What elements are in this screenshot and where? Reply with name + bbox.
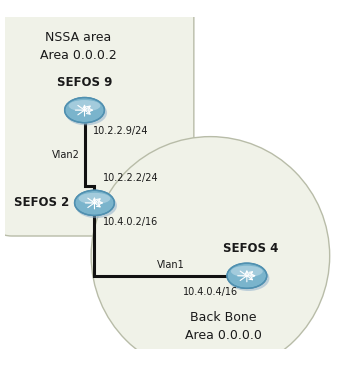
Text: SEFOS 2: SEFOS 2 <box>14 197 70 209</box>
Text: 10.2.2.2/24: 10.2.2.2/24 <box>103 173 158 183</box>
Ellipse shape <box>227 266 269 291</box>
Ellipse shape <box>65 100 107 126</box>
Text: 10.4.0.4/16: 10.4.0.4/16 <box>183 287 239 297</box>
Text: Back Bone
Area 0.0.0.0: Back Bone Area 0.0.0.0 <box>185 311 262 342</box>
Ellipse shape <box>79 193 110 204</box>
Text: Vlan1: Vlan1 <box>157 260 185 270</box>
Text: NSSA area
Area 0.0.0.2: NSSA area Area 0.0.0.2 <box>39 31 116 61</box>
Circle shape <box>91 137 330 366</box>
FancyBboxPatch shape <box>0 0 194 236</box>
Ellipse shape <box>231 266 263 277</box>
Ellipse shape <box>65 97 104 123</box>
Ellipse shape <box>69 100 100 111</box>
Text: Vlan2: Vlan2 <box>52 149 80 160</box>
Ellipse shape <box>75 193 117 218</box>
Text: 10.2.2.9/24: 10.2.2.9/24 <box>93 126 148 136</box>
Ellipse shape <box>74 190 114 216</box>
Ellipse shape <box>227 263 267 288</box>
Text: 10.4.0.2/16: 10.4.0.2/16 <box>103 217 158 227</box>
Text: SEFOS 9: SEFOS 9 <box>57 76 112 89</box>
Text: SEFOS 4: SEFOS 4 <box>223 242 278 255</box>
